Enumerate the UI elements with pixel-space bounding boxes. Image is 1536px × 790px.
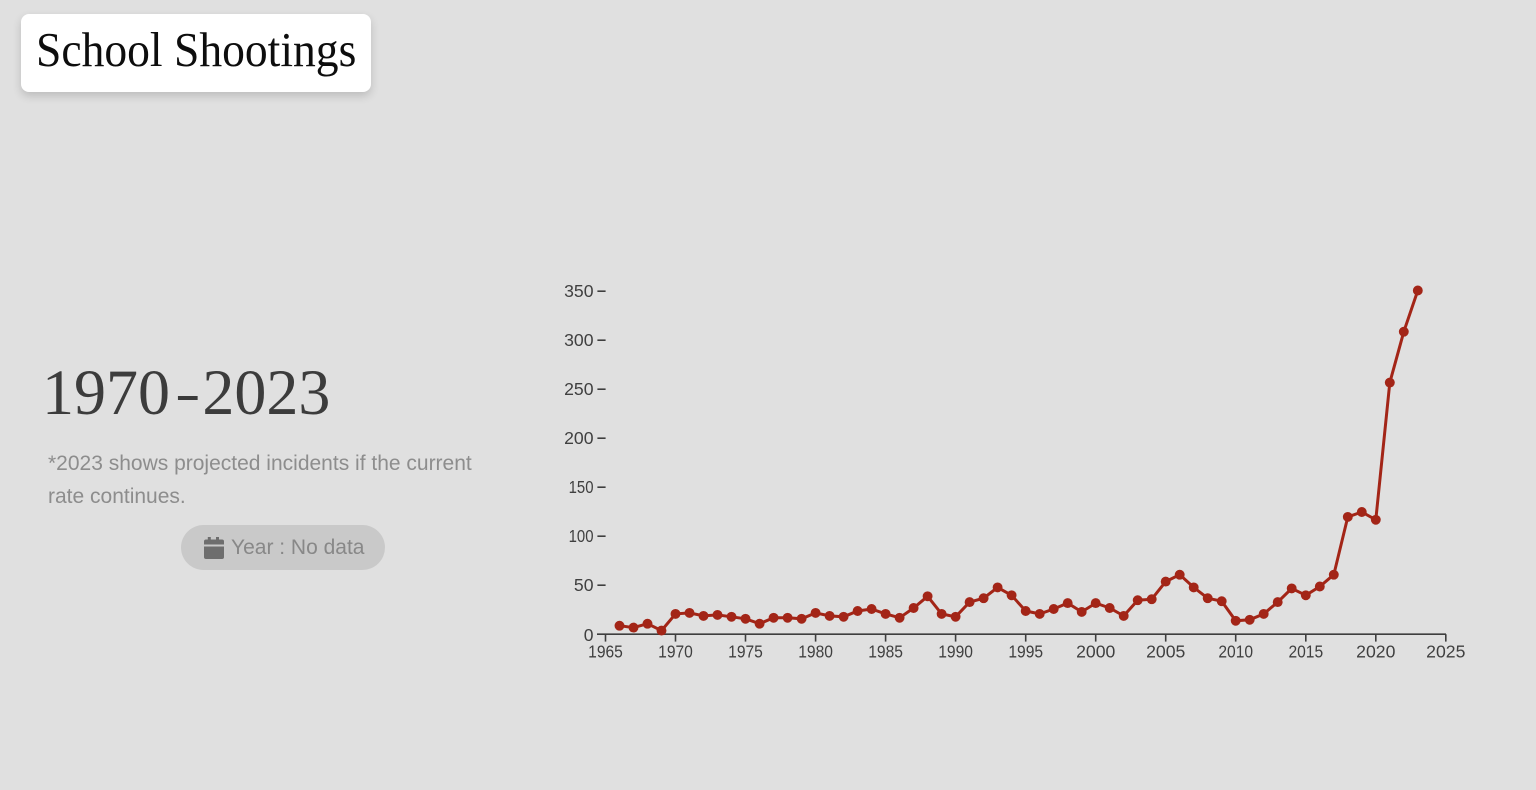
svg-text:1980: 1980 [798, 642, 833, 662]
svg-text:2010: 2010 [1218, 642, 1253, 662]
svg-text:2015: 2015 [1288, 642, 1323, 662]
svg-text:100: 100 [569, 526, 594, 546]
svg-text:1990: 1990 [938, 642, 973, 662]
svg-text:2000: 2000 [1076, 642, 1115, 662]
svg-text:250: 250 [564, 379, 594, 399]
svg-text:1970: 1970 [658, 642, 693, 662]
svg-text:1985: 1985 [868, 642, 903, 662]
svg-text:2025: 2025 [1426, 642, 1465, 662]
svg-text:0: 0 [584, 625, 594, 645]
svg-text:2005: 2005 [1146, 642, 1185, 662]
svg-text:50: 50 [574, 575, 594, 595]
svg-text:150: 150 [569, 477, 594, 497]
svg-text:1975: 1975 [728, 642, 763, 662]
svg-text:300: 300 [564, 330, 594, 350]
svg-text:200: 200 [564, 428, 594, 448]
svg-text:2020: 2020 [1356, 642, 1395, 662]
svg-text:350: 350 [564, 281, 594, 301]
svg-text:1965: 1965 [588, 642, 623, 662]
svg-text:1995: 1995 [1008, 642, 1043, 662]
